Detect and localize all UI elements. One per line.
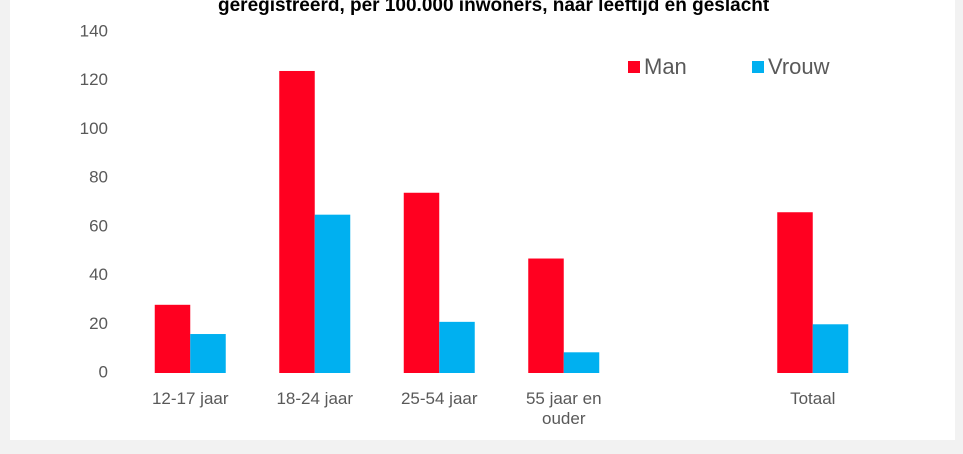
- bar: [439, 321, 475, 373]
- bar: [403, 192, 440, 373]
- x-tick-label: 12-17 jaar: [151, 389, 229, 408]
- y-tick-label: 140: [80, 21, 108, 40]
- legend-label: Man: [644, 54, 687, 79]
- bar: [528, 258, 564, 373]
- y-tick-label: 100: [80, 119, 108, 138]
- bar: [190, 334, 226, 373]
- x-tick-label: 55 jaar en ouder: [525, 389, 602, 428]
- legend-swatch: [628, 61, 640, 73]
- y-tick-label: 60: [89, 216, 108, 235]
- chart-title: geregistreerd, per 100.000 inwoners, naa…: [218, 0, 770, 16]
- y-tick-label: 20: [89, 314, 108, 333]
- legend-swatch: [752, 61, 764, 73]
- legend-label: Vrouw: [768, 54, 830, 79]
- bar: [777, 212, 813, 373]
- y-tick-label: 80: [89, 168, 108, 187]
- y-tick-label: 40: [89, 265, 108, 284]
- x-tick-label: Totaal: [790, 389, 836, 408]
- bar: [154, 304, 191, 373]
- x-tick-label: 25-54 jaar: [400, 389, 478, 408]
- bar: [314, 214, 351, 373]
- x-tick-label: 18-24 jaar: [276, 389, 354, 408]
- bar: [812, 324, 849, 373]
- bar: [279, 70, 315, 373]
- y-tick-label: 120: [80, 70, 108, 89]
- y-tick-label: 0: [99, 362, 108, 381]
- bar: [563, 352, 600, 373]
